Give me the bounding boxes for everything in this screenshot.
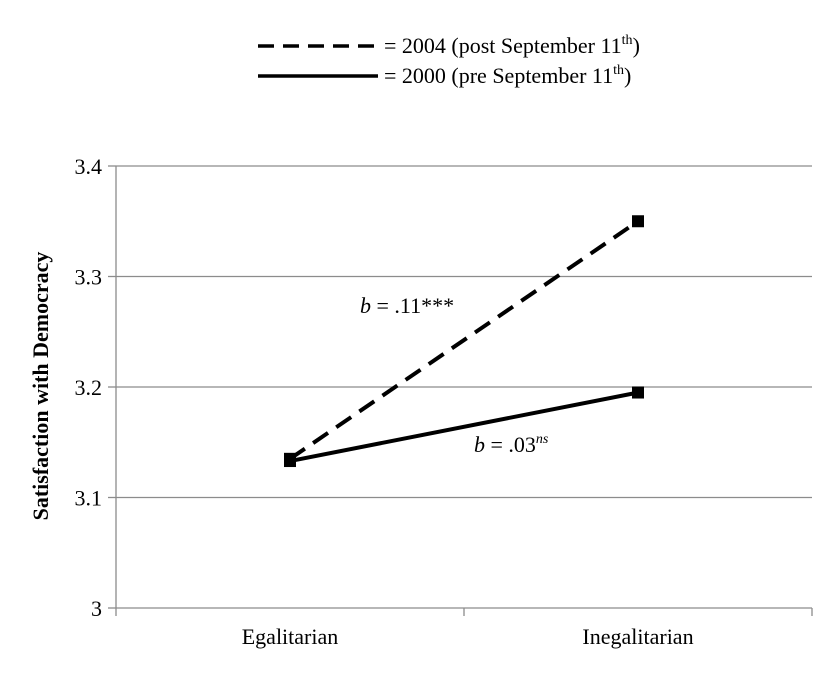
y-tick-label: 3.1 (75, 486, 103, 511)
y-tick-label: 3.2 (75, 375, 103, 400)
y-tick-label: 3.4 (75, 154, 103, 179)
legend-label-2004: = 2004 (post September 11th) (384, 33, 640, 58)
x-tick-labels: Egalitarian Inegalitarian (242, 624, 694, 649)
legend: = 2004 (post September 11th) = 2000 (pre… (258, 33, 640, 88)
axes (108, 165, 813, 616)
annotation-2004-slope: b = .11*** (360, 293, 454, 318)
y-axis-label: Satisfaction with Democracy (28, 252, 53, 521)
y-tick-label: 3 (91, 596, 102, 621)
series-1-marker (284, 455, 296, 468)
legend-label-2000: = 2000 (pre September 11th) (384, 63, 631, 88)
x-tick-label: Inegalitarian (582, 624, 693, 649)
y-tick-label: 3.3 (75, 265, 103, 290)
series-line-1 (289, 390, 639, 463)
x-tick-label: Egalitarian (242, 624, 339, 649)
series-line-0 (288, 219, 640, 461)
y-tick-labels: 3 3.1 3.2 3.3 3.4 (75, 154, 103, 621)
series-lines (284, 215, 644, 468)
series-0-marker (632, 215, 644, 228)
series-1-marker (632, 386, 644, 399)
annotation-2000-slope: b = .03ns (474, 432, 549, 457)
gridlines (116, 165, 812, 499)
